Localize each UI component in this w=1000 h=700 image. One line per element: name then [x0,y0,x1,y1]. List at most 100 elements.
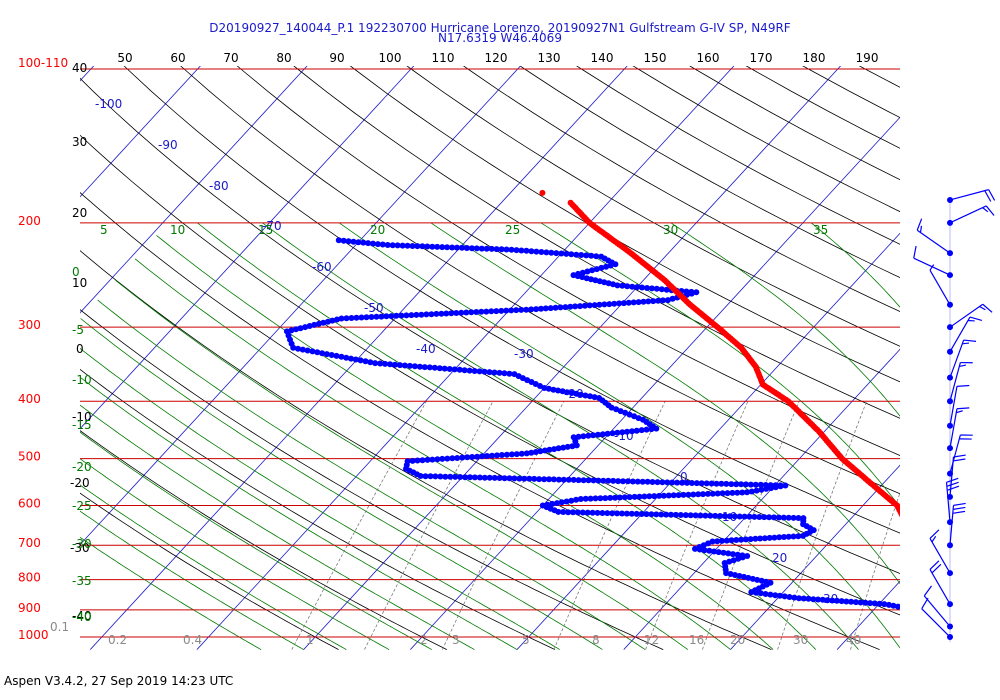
dewpoint-point [890,602,897,609]
dewpoint-point [753,487,760,494]
dewpoint-point [573,390,580,397]
dewpoint-point [641,493,648,500]
dewpoint-point [355,239,362,246]
dewpoint-point [664,479,671,486]
dewpoint-point [424,456,431,463]
left-green-label: -35 [72,574,92,588]
dewpoint-point [560,476,567,483]
dewpoint-point [557,304,564,311]
dewpoint-point [739,489,746,496]
dewpoint-point [453,310,460,316]
wind-barb [947,407,970,452]
dewpoint-point [476,474,483,481]
temperature-point [922,553,928,559]
mixing-ratio-label: 30 [793,633,808,647]
dewpoint-point [791,594,798,601]
dewpoint-point [852,599,859,606]
wind-barb-dot [947,324,953,331]
dewpoint-profile [283,237,981,638]
dewpoint-point [333,352,340,359]
dewpoint-point [644,478,651,485]
dewpoint-point [320,319,327,326]
moist-adiabat-line [810,222,900,308]
top-scale-label: 140 [591,51,614,65]
dewpoint-point [726,513,733,520]
mixing-ratio-label: 40 [846,633,861,647]
dewpoint-point [479,453,486,460]
temperature-point [916,548,922,554]
pressure-label: 400 [18,392,41,406]
dewpoint-point [583,252,590,259]
dewpoint-point [635,299,642,306]
dewpoint-point [585,477,592,484]
dewpoint-point [498,307,505,314]
moist-adiabat-line [80,318,603,650]
temperature-point [995,630,1000,636]
dewpoint-point [756,514,763,520]
dewpoint-point [862,599,869,606]
wind-barb-dot [947,272,953,279]
dewpoint-point [668,511,674,518]
dewpoint-point [426,364,433,371]
dewpoint-point [493,308,500,315]
dewpoint-point [757,535,764,542]
wind-barb-dot [947,398,953,405]
wind-barb [929,264,953,308]
dewpoint-point [604,510,611,517]
footer-text: Aspen V3.4.2, 27 Sep 2019 14:23 UTC [4,674,234,688]
dewpoint-point [486,369,493,376]
left-green-label: -15 [72,418,92,432]
mixing-ratio-label: 16 [689,633,704,647]
wind-barb-staff [949,205,987,224]
isotherm-line [303,66,842,650]
dewpoint-point [565,509,572,516]
dewpoint-point [670,492,677,499]
dewpoint-point [685,491,692,498]
wind-barb-dot [947,422,953,429]
dewpoint-point [620,300,627,307]
dewpoint-point [560,509,567,515]
wind-barb-feather [952,510,966,514]
dewpoint-point [607,494,614,501]
wind-barb-staff [949,456,955,497]
dewpoint-point [360,239,367,246]
dewpoint-point [471,368,478,374]
moist-adiabat-line [941,223,1000,650]
dewpoint-point [468,245,475,252]
dewpoint-point [971,630,977,636]
dewpoint-point [800,595,807,602]
dewpoint-point [782,482,789,489]
dewpoint-point [532,449,539,455]
dewpoint-point [975,632,981,638]
dewpoint-point [711,548,717,555]
dewpoint-point [478,308,485,315]
dewpoint-point [379,241,386,248]
temperature-point [979,610,985,616]
wind-barb-feather [913,245,917,259]
dewpoint-point [542,305,549,312]
dewpoint-point [593,253,600,260]
wind-barb [929,560,953,608]
dewpoint-point [613,406,620,413]
dewpoint-point [708,480,715,487]
dewpoint-point [324,318,331,325]
dewpoint-point [315,320,322,327]
dewpoint-point [958,618,964,624]
dewpoint-point [481,368,488,375]
mixing-ratio-line [702,401,800,650]
moist-adiabat-label: 20 [370,223,385,237]
dry-adiabat-line [80,430,447,650]
dewpoint-point [466,367,473,374]
dewpoint-point [733,481,740,488]
dewpoint-point [536,476,543,483]
dewpoint-point [772,482,779,489]
temperature-point [905,528,911,534]
wind-barb-staff [916,229,951,254]
top-scale-label: 130 [538,51,561,65]
dry-adiabat-line [293,66,900,419]
temperature-point [925,556,931,562]
left-green-label: -20 [72,460,92,474]
dewpoint-point [848,598,855,605]
dewpoint-point [549,500,556,507]
dewpoint-point [785,533,792,540]
